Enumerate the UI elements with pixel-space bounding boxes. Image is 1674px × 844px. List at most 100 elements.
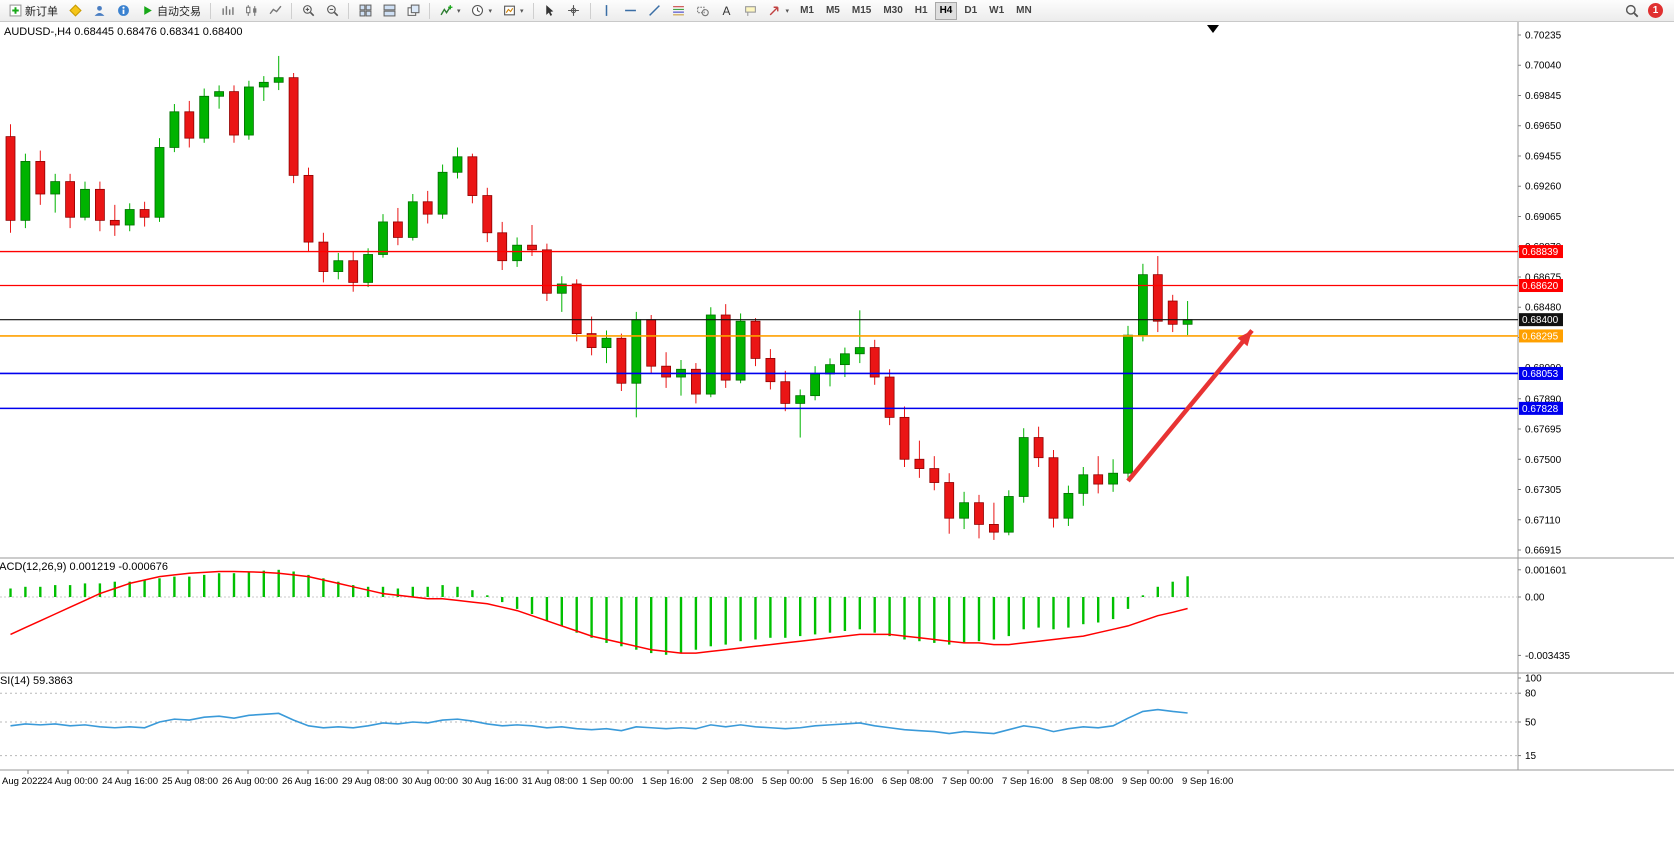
price-lines[interactable]: 0.68839 0.68620 0.68400 0.68295 0.68053 0.678… <box>0 245 1563 415</box>
market-icon <box>68 4 82 18</box>
bar-chart-button[interactable] <box>216 1 238 21</box>
horizontal-line-button[interactable] <box>620 1 642 21</box>
fibonacci-button[interactable] <box>668 1 690 21</box>
svg-text:Aug 2022: Aug 2022 <box>2 776 43 787</box>
timeframe-button-mn[interactable]: MN <box>1011 2 1037 20</box>
svg-text:0.70040: 0.70040 <box>1525 61 1562 72</box>
crosshair-button[interactable] <box>563 1 585 21</box>
price-badge-0.68400 <box>1519 313 1563 327</box>
timeframe-button-m15[interactable]: M15 <box>847 2 876 20</box>
text-icon: A <box>720 4 734 18</box>
timeframe-button-h4[interactable]: H4 <box>934 1 958 20</box>
svg-text:24 Aug 00:00: 24 Aug 00:00 <box>42 776 98 787</box>
cursor-icon <box>543 4 557 18</box>
svg-text:0.68295: 0.68295 <box>1522 331 1559 342</box>
price-badge-0.68053 <box>1519 366 1563 380</box>
svg-text:8 Sep 08:00: 8 Sep 08:00 <box>1062 776 1113 787</box>
arrows-button[interactable]: ▾ <box>764 1 794 21</box>
svg-text:-0.003435: -0.003435 <box>1525 651 1570 662</box>
timeframe-button-h1[interactable]: H1 <box>910 2 933 20</box>
arrow-tool-icon <box>768 4 782 18</box>
cursor-button[interactable] <box>539 1 561 21</box>
info-button[interactable] <box>112 1 134 21</box>
timeframe-toolbar: M1 M5 M15 M30 H1 H4 D1 W1 MN <box>794 0 1038 22</box>
rsi-indicator-label: RSI(14) 59.3863 <box>0 675 73 687</box>
svg-text:0.68053: 0.68053 <box>1522 369 1559 380</box>
svg-text:50: 50 <box>1525 718 1537 729</box>
indicators-button[interactable]: ▾ <box>435 1 465 21</box>
svg-text:29 Aug 08:00: 29 Aug 08:00 <box>342 776 398 787</box>
crosshair-icon <box>567 4 581 18</box>
zoom-in-button[interactable] <box>297 1 319 21</box>
price-badge-0.68295 <box>1519 329 1563 343</box>
timeframe-button-w1[interactable]: W1 <box>984 2 1009 20</box>
svg-text:0.66915: 0.66915 <box>1525 546 1562 557</box>
price-badge-0.67828 <box>1519 401 1563 415</box>
svg-text:0.70235: 0.70235 <box>1525 31 1562 42</box>
timeframe-button-m5[interactable]: M5 <box>821 2 845 20</box>
candlestick-button[interactable] <box>240 1 262 21</box>
svg-text:2 Sep 08:00: 2 Sep 08:00 <box>702 776 753 787</box>
svg-text:0.68480: 0.68480 <box>1525 303 1562 314</box>
tile-windows-button[interactable] <box>354 1 376 21</box>
notification-badge[interactable]: 1 <box>1648 3 1663 18</box>
candlestick-icon <box>244 4 258 18</box>
text-label-button[interactable] <box>740 1 762 21</box>
new-order-icon <box>8 4 22 18</box>
trendline-button[interactable] <box>644 1 666 21</box>
trend-arrow-annotation[interactable] <box>1126 329 1254 483</box>
vertical-line-button[interactable] <box>596 1 618 21</box>
price-axis: 0.70235 0.70040 0.69845 0.69650 0.69455 0.692… <box>1518 31 1562 557</box>
dropdown-caret-icon: ▾ <box>488 7 493 15</box>
macd-indicator-label: MACD(12,26,9) 0.001219 -0.000676 <box>0 561 168 573</box>
market-button[interactable] <box>64 1 86 21</box>
svg-text:25 Aug 08:00: 25 Aug 08:00 <box>162 776 218 787</box>
templates-button[interactable]: ▾ <box>498 1 528 21</box>
community-button[interactable] <box>88 1 110 21</box>
svg-text:0.69065: 0.69065 <box>1525 212 1562 223</box>
clock-icon <box>471 4 485 18</box>
svg-text:0.69650: 0.69650 <box>1525 121 1562 132</box>
svg-text:0.67305: 0.67305 <box>1525 485 1562 496</box>
cascade-windows-button[interactable] <box>402 1 424 21</box>
search-button[interactable] <box>1621 1 1643 21</box>
chart-title: AUDUSD-,H4 0.68445 0.68476 0.68341 0.684… <box>4 26 243 38</box>
svg-text:0.67890: 0.67890 <box>1525 394 1562 405</box>
chart-shift-marker[interactable] <box>1207 25 1219 33</box>
template-icon <box>502 4 516 18</box>
zoom-out-button[interactable] <box>321 1 343 21</box>
svg-text:30 Aug 16:00: 30 Aug 16:00 <box>462 776 518 787</box>
dropdown-caret-icon: ▾ <box>520 7 524 15</box>
vertical-line-icon <box>600 4 614 18</box>
timeframe-button-m30[interactable]: M30 <box>878 2 907 20</box>
new-order-button[interactable]: 新订单 <box>4 1 62 21</box>
time-axis: Aug 2022 24 Aug 00:00 24 Aug 16:00 25 Aug 0… <box>2 770 1233 787</box>
svg-text:0.68675: 0.68675 <box>1525 272 1562 283</box>
new-order-button-label: 新订单 <box>25 5 58 18</box>
cascade-icon <box>406 4 420 18</box>
svg-text:6 Sep 08:00: 6 Sep 08:00 <box>882 776 933 787</box>
timeframe-button-m1[interactable]: M1 <box>795 2 819 20</box>
arrange-windows-button[interactable] <box>378 1 400 21</box>
auto-trading-button[interactable]: 自动交易 <box>136 1 205 21</box>
shapes-button[interactable] <box>692 1 714 21</box>
svg-text:0.67110: 0.67110 <box>1525 515 1561 526</box>
svg-text:9 Sep 00:00: 9 Sep 00:00 <box>1122 776 1173 787</box>
svg-text:0.69455: 0.69455 <box>1525 151 1562 162</box>
dropdown-caret-icon: ▾ <box>457 7 461 15</box>
svg-text:0.67828: 0.67828 <box>1522 404 1559 415</box>
periods-button[interactable]: ▾ <box>467 1 497 21</box>
line-chart-button[interactable] <box>264 1 286 21</box>
text-button[interactable]: A <box>716 1 738 21</box>
timeframe-button-d1[interactable]: D1 <box>959 2 982 20</box>
svg-text:7 Sep 16:00: 7 Sep 16:00 <box>1002 776 1053 787</box>
svg-text:24 Aug 16:00: 24 Aug 16:00 <box>102 776 158 787</box>
shapes-icon <box>696 4 710 18</box>
svg-text:1 Sep 00:00: 1 Sep 00:00 <box>582 776 633 787</box>
svg-text:0.69845: 0.69845 <box>1525 91 1562 102</box>
svg-text:15: 15 <box>1525 751 1537 762</box>
toolbar-separator <box>589 2 591 19</box>
svg-text:0.67500: 0.67500 <box>1525 455 1562 466</box>
